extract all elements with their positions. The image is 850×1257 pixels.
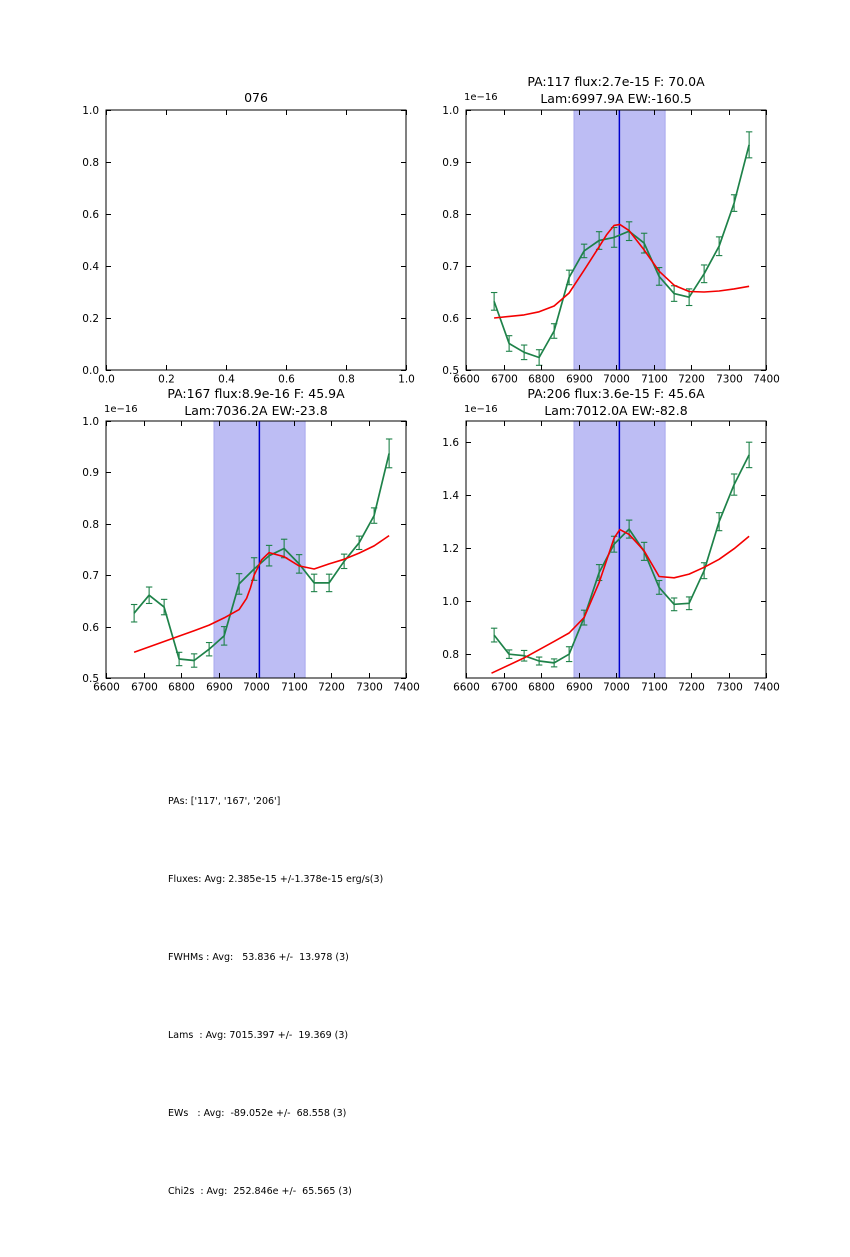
y-tick-label: 0.9 <box>442 157 459 169</box>
x-tick-label: 6800 <box>168 682 195 694</box>
plot2-canvas: 6600 6700 6800 6900 7000 7100 7200 7300 7400 0.5 0… <box>442 105 780 386</box>
x-tick-label: 0.8 <box>338 374 355 386</box>
figure: 076 PA:117 flux:2.7e-15 F: 70.0A Lam:699… <box>82 73 780 1197</box>
y-tick-label: 1.6 <box>442 437 459 449</box>
plot2-title-line1: PA:117 flux:2.7e-15 F: 70.0A <box>527 74 705 89</box>
x-tick-label: 6900 <box>206 682 233 694</box>
plot4-title-line2: Lam:7012.0A EW:-82.8 <box>544 403 688 418</box>
x-tick-label: 7200 <box>678 682 705 694</box>
stats-line-ews: EWs : Avg: -89.052e +/- 68.558 (3) <box>168 1108 347 1119</box>
stats-line-fluxes: Fluxes: Avg: 2.385e-15 +/-1.378e-15 erg/… <box>168 874 384 885</box>
y-tick-label: 0.5 <box>442 365 459 377</box>
x-tick-label: 6600 <box>453 682 480 694</box>
x-tick-label: 6600 <box>453 374 480 386</box>
y-tick-label: 1.0 <box>82 416 99 428</box>
x-tick-label: 7300 <box>716 682 743 694</box>
model-fit <box>133 534 390 654</box>
x-tick-label: 6900 <box>566 374 593 386</box>
x-tick-label: 0.0 <box>98 374 115 386</box>
x-tick-label: 7100 <box>641 374 668 386</box>
x-tick-label: 7000 <box>603 374 630 386</box>
y-tick-label: 1.2 <box>442 543 459 555</box>
y-tick-label: 0.2 <box>82 313 99 325</box>
y-tick-label: 0.8 <box>82 157 99 169</box>
x-tick-label: 6700 <box>491 374 518 386</box>
plot3-title-line2: Lam:7036.2A EW:-23.8 <box>184 403 328 418</box>
y-tick-label: 0.4 <box>82 261 99 273</box>
model-fit <box>494 223 750 319</box>
stats-line-fwhms: FWHMs : Avg: 53.836 +/- 13.978 (3) <box>168 952 349 963</box>
y-tick-label: 0.7 <box>442 261 459 273</box>
x-tick-label: 7400 <box>393 682 420 694</box>
axes-frame <box>105 109 407 371</box>
plot3-y-offset-label: 1e−16 <box>104 404 138 415</box>
x-tick-label: 6700 <box>491 682 518 694</box>
x-tick-label: 7300 <box>356 682 383 694</box>
plot4-y-offset-label: 1e−16 <box>464 404 498 415</box>
y-tick-label: 1.0 <box>82 105 99 117</box>
y-tick-label: 0.8 <box>442 209 459 221</box>
x-tick-label: 7200 <box>318 682 345 694</box>
y-tick-label: 0.8 <box>442 649 459 661</box>
x-tick-label: 6800 <box>528 682 555 694</box>
x-tick-label: 6600 <box>93 682 120 694</box>
plot1-title: 076 <box>244 90 268 105</box>
x-tick-label: 0.6 <box>278 374 295 386</box>
plot4-canvas: 6600 6700 6800 6900 7000 7100 7200 7300 7400 0.8 1… <box>442 420 780 694</box>
y-tick-label: 0.6 <box>442 313 459 325</box>
x-tick-label: 1.0 <box>398 374 415 386</box>
x-tick-label: 7400 <box>753 374 780 386</box>
stats-line-pas: PAs: ['117', '167', '206'] <box>168 796 281 807</box>
plot2-title-line2: Lam:6997.9A EW:-160.5 <box>540 91 692 106</box>
plot4-title-line1: PA:206 flux:3.6e-15 F: 45.6A <box>527 386 705 401</box>
x-tick-label: 6700 <box>131 682 158 694</box>
stats-block: PAs: ['117', '167', '206'] Fluxes: Avg: … <box>168 737 383 1257</box>
y-tick-label: 1.0 <box>442 105 459 117</box>
plot3-canvas: 6600 6700 6800 6900 7000 7100 7200 7300 7400 0.5 0… <box>82 416 420 694</box>
y-tick-label: 0.5 <box>82 673 99 685</box>
x-tick-label: 7000 <box>603 682 630 694</box>
y-tick-label: 0.7 <box>82 570 99 582</box>
x-tick-label: 7200 <box>678 374 705 386</box>
plot3-title: PA:167 flux:8.9e-16 F: 45.9A Lam:7036.2A… <box>106 385 406 419</box>
spectrum-data <box>493 144 750 359</box>
y-tick-label: 1.4 <box>442 490 459 502</box>
y-tick-label: 0.0 <box>82 365 99 377</box>
x-tick-label: 7000 <box>243 682 270 694</box>
x-tick-label: 0.4 <box>218 374 235 386</box>
y-tick-label: 0.6 <box>82 622 99 634</box>
x-tick-label: 7100 <box>281 682 308 694</box>
y-tick-label: 1.0 <box>442 596 459 608</box>
y-tick-label: 0.8 <box>82 519 99 531</box>
plot4-title: PA:206 flux:3.6e-15 F: 45.6A Lam:7012.0A… <box>466 385 766 419</box>
x-tick-label: 6900 <box>566 682 593 694</box>
y-tick-label: 0.9 <box>82 467 99 479</box>
stats-line-chi2s: Chi2s : Avg: 252.846e +/- 65.565 (3) <box>168 1186 352 1197</box>
x-tick-label: 7100 <box>641 682 668 694</box>
x-tick-label: 6800 <box>528 374 555 386</box>
spectrum-data <box>493 454 750 664</box>
y-tick-label: 0.6 <box>82 209 99 221</box>
plot1-canvas: 0.0 0.2 0.4 0.6 0.8 1.0 0.0 0.2 0.4 0.6 0.8 1.0 <box>82 105 415 386</box>
stats-line-lams: Lams : Avg: 7015.397 +/- 19.369 (3) <box>168 1030 349 1041</box>
x-tick-label: 0.2 <box>158 374 175 386</box>
x-tick-label: 7300 <box>716 374 743 386</box>
plot3-title-line1: PA:167 flux:8.9e-16 F: 45.9A <box>167 386 345 401</box>
plot2-y-offset-label: 1e−16 <box>464 92 498 103</box>
x-tick-label: 7400 <box>753 682 780 694</box>
plot2-title: PA:117 flux:2.7e-15 F: 70.0A Lam:6997.9A… <box>466 73 766 107</box>
model-fit <box>491 528 750 674</box>
